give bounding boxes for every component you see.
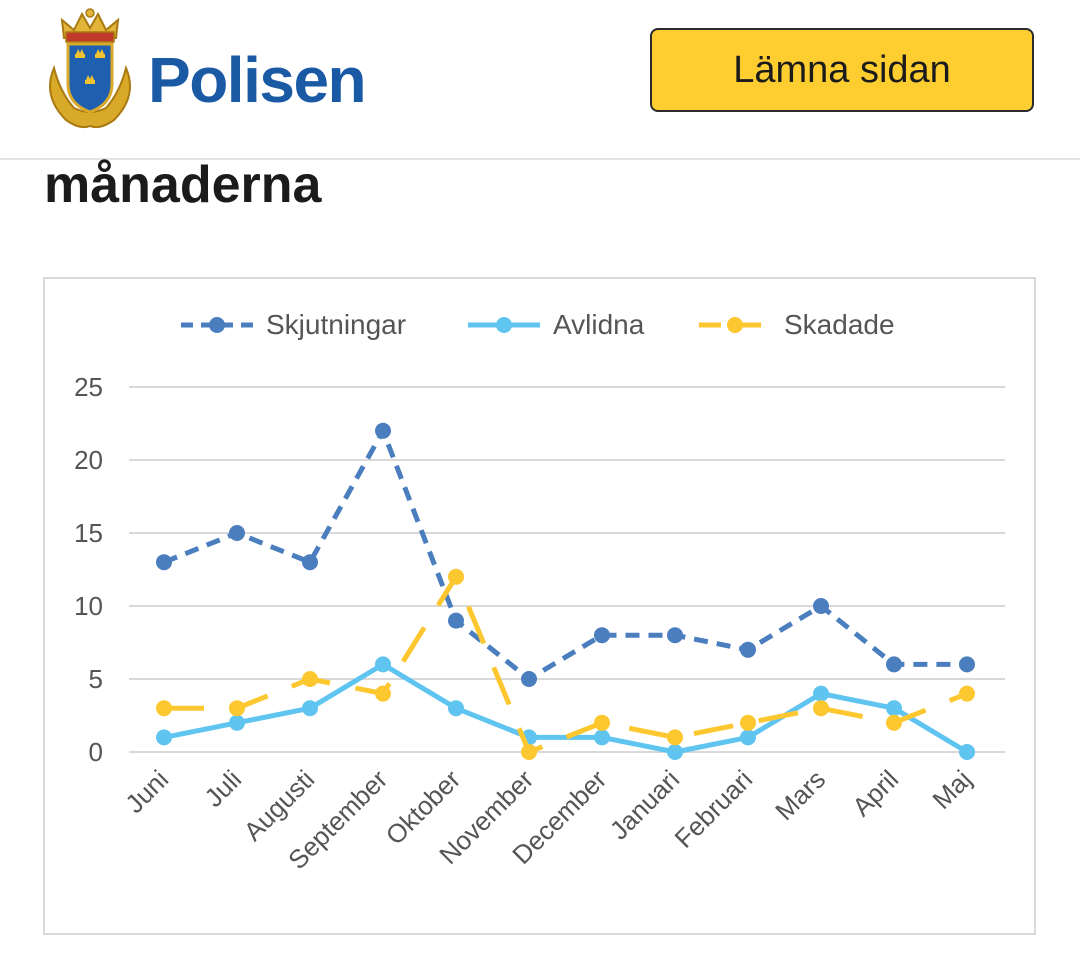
data-point <box>959 685 975 702</box>
data-point <box>959 744 975 760</box>
chart-container: Skjutningar Avlidna Skadade 0 5 10 15 20 25 Jun… <box>43 277 1036 935</box>
y-tick-label: 15 <box>74 518 103 548</box>
data-point <box>302 554 318 571</box>
leave-site-button[interactable]: Lämna sidan <box>650 28 1034 112</box>
data-point <box>156 700 172 717</box>
x-tick-label: Juni <box>119 764 174 819</box>
data-point <box>667 729 683 746</box>
plot-area <box>156 422 975 760</box>
series-line <box>164 574 968 755</box>
data-point <box>667 744 683 760</box>
data-point <box>740 714 756 731</box>
y-tick-label: 10 <box>74 591 103 621</box>
chart-gridlines <box>129 386 1005 753</box>
legend-marker <box>496 317 512 333</box>
data-point <box>740 641 756 658</box>
data-point <box>156 729 172 746</box>
legend-marker <box>209 317 225 333</box>
data-point <box>594 627 610 644</box>
data-point <box>667 627 683 644</box>
y-tick-label: 20 <box>74 445 103 475</box>
legend-label: Skadade <box>784 309 895 340</box>
data-point <box>959 656 975 673</box>
data-point <box>302 671 318 687</box>
data-point <box>156 554 172 571</box>
series-skadade <box>156 568 975 760</box>
data-point <box>521 744 537 760</box>
data-point <box>594 714 610 731</box>
logo-text[interactable]: Polisen <box>148 44 367 116</box>
x-tick-label: Maj <box>926 764 977 815</box>
x-tick-label: April <box>846 764 904 822</box>
x-tick-label: Mars <box>769 764 831 826</box>
data-point <box>813 685 829 702</box>
legend-marker <box>727 317 743 333</box>
data-point <box>521 671 537 687</box>
data-point <box>229 700 245 717</box>
x-tick-label: Februari <box>669 764 759 854</box>
police-emblem-icon[interactable] <box>40 8 140 132</box>
legend-item: Skadade <box>699 309 895 340</box>
series-skjutningar <box>156 422 975 687</box>
data-point <box>448 700 464 717</box>
data-point <box>375 685 391 702</box>
series-line <box>163 661 969 755</box>
data-point <box>302 700 318 717</box>
x-axis: Juni JuliAugustiSeptemberOktoberNovemberD… <box>119 764 977 875</box>
legend-item: Avlidna <box>468 309 645 340</box>
line-chart: Skjutningar Avlidna Skadade 0 5 10 15 20 25 Jun… <box>74 309 1005 875</box>
data-point <box>375 422 391 439</box>
data-point <box>229 525 245 541</box>
data-point <box>448 612 464 629</box>
x-tick-label: Juli <box>198 764 247 813</box>
y-tick-label: 25 <box>74 372 103 402</box>
data-point <box>886 656 902 673</box>
data-point <box>594 729 610 746</box>
data-point <box>886 714 902 731</box>
data-point <box>740 729 756 746</box>
data-point <box>375 656 391 673</box>
legend-item: Skjutningar <box>181 309 406 340</box>
chart-legend: Skjutningar Avlidna Skadade <box>181 309 895 340</box>
data-point <box>229 714 245 731</box>
site-header: Polisen Lämna sidan <box>0 0 1080 160</box>
data-point <box>448 568 464 585</box>
legend-label: Avlidna <box>553 309 645 340</box>
series-avlidna <box>156 656 975 760</box>
data-point <box>813 700 829 717</box>
data-point <box>813 598 829 614</box>
y-axis: 0 5 10 15 20 25 <box>74 372 103 767</box>
page-heading: månaderna <box>44 156 322 214</box>
legend-label: Skjutningar <box>266 309 406 340</box>
series-line <box>163 428 967 682</box>
data-point <box>886 700 902 717</box>
y-tick-label: 5 <box>89 664 103 694</box>
y-tick-label: 0 <box>89 737 103 767</box>
